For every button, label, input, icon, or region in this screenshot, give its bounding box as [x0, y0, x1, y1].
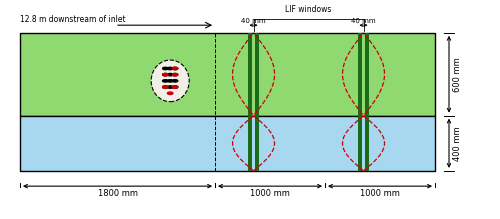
Text: 600 mm: 600 mm: [453, 57, 462, 92]
Text: y: y: [210, 128, 215, 137]
Text: +: +: [210, 109, 220, 122]
Text: Vegetation: Vegetation: [25, 43, 85, 53]
Text: 50 mm: 50 mm: [157, 44, 184, 53]
Text: LIF windows: LIF windows: [286, 5, 332, 14]
Text: 40 mm: 40 mm: [351, 18, 376, 24]
Text: 1000 mm: 1000 mm: [360, 189, 400, 198]
Text: 12.8 m downstream of inlet: 12.8 m downstream of inlet: [20, 15, 126, 24]
Text: Clear flow: Clear flow: [25, 147, 80, 157]
Text: 1800 mm: 1800 mm: [98, 189, 138, 198]
Text: 1000 mm: 1000 mm: [250, 189, 290, 198]
Text: 40 mm: 40 mm: [241, 18, 266, 24]
Text: 100 mm: 100 mm: [128, 65, 137, 97]
Text: x: x: [238, 106, 244, 115]
Text: Flow: Flow: [45, 75, 69, 84]
Text: 400 mm: 400 mm: [453, 126, 462, 161]
Text: Transverse
Velocity
Profiles: Transverse Velocity Profiles: [232, 55, 287, 85]
